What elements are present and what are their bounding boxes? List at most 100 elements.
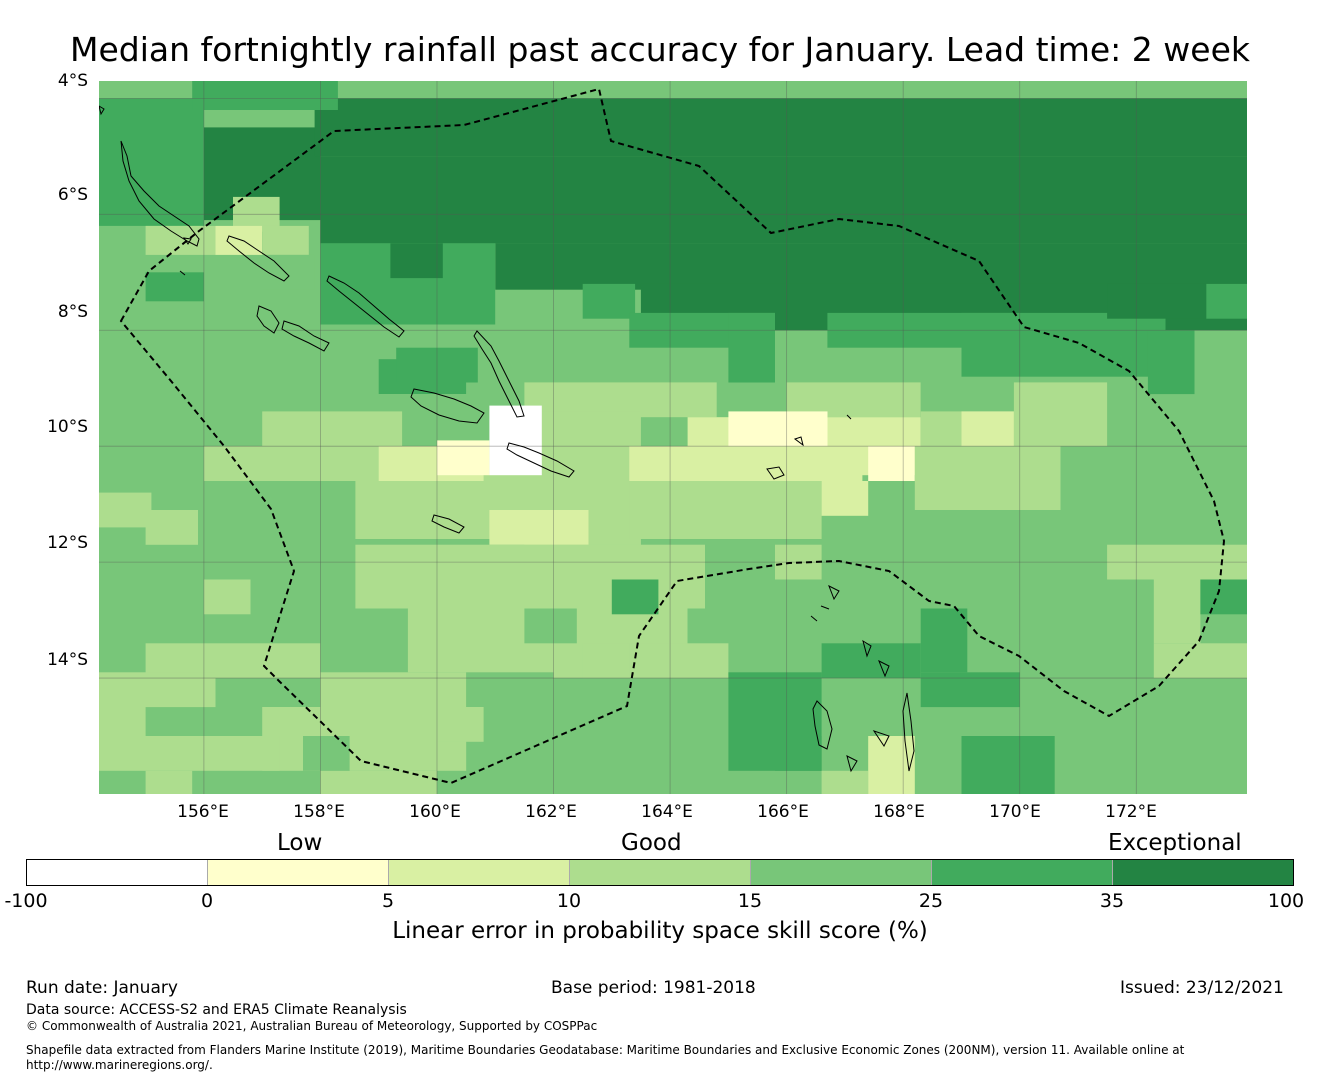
lon-label-156e: 156°E	[177, 802, 229, 822]
skill-cell	[821, 643, 921, 679]
lat-label-6s: 6°S	[57, 185, 88, 205]
colorbar-tick: 15	[737, 890, 763, 912]
rennell-island	[431, 514, 465, 534]
lat-label-10s: 10°S	[47, 417, 88, 437]
lon-label-162e: 162°E	[525, 802, 577, 822]
skill-cell	[99, 98, 204, 226]
colorbar-tick: 5	[381, 890, 395, 912]
skill-cell	[396, 347, 478, 383]
skill-cell	[262, 254, 315, 290]
skill-cell	[1013, 382, 1108, 447]
skill-cell	[961, 736, 1055, 794]
skill-cell	[629, 481, 822, 539]
lat-label-8s: 8°S	[57, 302, 88, 322]
skill-cell	[920, 672, 1020, 708]
skill-map-canvas	[99, 81, 1247, 794]
skill-cell	[582, 283, 636, 319]
skill-cell	[1107, 283, 1207, 319]
skill-cell	[1200, 579, 1247, 615]
issued-date: Issued: 23/12/2021	[1120, 978, 1284, 998]
skill-cell	[303, 736, 350, 771]
skill-cell	[1147, 330, 1195, 395]
vanuatu-central-islands	[846, 639, 915, 773]
skill-cell	[1153, 579, 1201, 644]
bougainville-island	[120, 140, 200, 247]
skill-cell	[390, 243, 443, 279]
skill-cell	[524, 608, 577, 644]
santa-cruz-islands	[766, 414, 852, 480]
colorbar-segment	[751, 860, 932, 885]
skill-cell	[437, 707, 484, 742]
colorbar-tick: 0	[200, 890, 214, 912]
copyright: © Commonwealth of Australia 2021, Austra…	[26, 1019, 598, 1033]
lon-label-160e: 160°E	[409, 802, 461, 822]
skill-cell	[145, 770, 193, 794]
makira-island	[506, 442, 575, 478]
skill-cell	[99, 492, 152, 528]
graticule	[99, 81, 1247, 794]
skill-cell	[961, 411, 1014, 447]
skill-cell	[489, 510, 589, 545]
skill-cell	[728, 411, 828, 447]
shapefile-credit: Shapefile data extracted from Flanders M…	[26, 1043, 1185, 1057]
skill-cell	[145, 510, 198, 545]
colorbar-title: Linear error in probability space skill …	[392, 918, 928, 944]
choiseul-island	[226, 235, 290, 282]
skill-cell	[961, 312, 1166, 377]
skill-cell	[821, 481, 869, 516]
colorbar	[26, 859, 1294, 886]
colorbar-segment	[208, 860, 389, 885]
torres-banks-islands	[810, 584, 840, 622]
skill-cell	[629, 446, 863, 481]
skill-cell	[262, 707, 467, 771]
lat-label-4s: 4°S	[57, 71, 88, 91]
skill-cell	[320, 672, 467, 708]
new-georgia-islands	[256, 305, 330, 352]
skill-cell	[868, 736, 915, 794]
colorbar-segment	[27, 860, 208, 885]
skill-cell	[215, 225, 263, 255]
skill-cell	[192, 81, 338, 110]
map-title: Median fortnightly rainfall past accurac…	[70, 30, 1250, 69]
lat-label-14s: 14°S	[47, 650, 88, 670]
colorbar-tick: -100	[4, 890, 48, 912]
skill-cell	[262, 225, 309, 255]
espiritu-santo-island	[812, 700, 833, 750]
skill-cell	[1153, 643, 1247, 679]
category-exceptional: Exceptional	[1108, 830, 1242, 856]
skill-cell	[489, 405, 542, 476]
skill-cell	[99, 736, 280, 771]
skill-cell	[821, 770, 869, 794]
colorbar-tick: 35	[1099, 890, 1125, 912]
marineregions-link[interactable]: http://www.marineregions.org/.	[26, 1058, 213, 1072]
skill-cell	[145, 272, 204, 302]
lat-label-12s: 12°S	[47, 533, 88, 553]
lon-label-172e: 172°E	[1105, 802, 1157, 822]
santa-isabel-island	[326, 275, 405, 338]
malaita-island	[473, 330, 525, 418]
skill-cell	[728, 312, 775, 383]
skill-cell	[437, 440, 490, 476]
skill-cell	[582, 643, 630, 679]
skill-cells	[99, 81, 1247, 794]
skill-map	[99, 81, 1247, 794]
colorbar-tick: 100	[1267, 890, 1305, 912]
category-good: Good	[621, 830, 682, 856]
colorbar-tick: 10	[556, 890, 582, 912]
skill-cell	[262, 411, 403, 447]
skill-cell	[914, 446, 1061, 510]
eez-boundary	[119, 87, 1226, 785]
lon-label-164e: 164°E	[641, 802, 693, 822]
lon-label-170e: 170°E	[989, 802, 1041, 822]
skill-cell	[629, 643, 729, 679]
colorbar-segment	[389, 860, 570, 885]
skill-cell	[99, 672, 216, 708]
skill-cell	[495, 243, 1247, 290]
skill-cell	[611, 579, 659, 615]
guadalcanal-island	[410, 388, 485, 424]
coastlines	[99, 105, 915, 773]
colorbar-segment	[932, 860, 1113, 885]
category-low: Low	[277, 830, 323, 856]
skill-cell	[920, 608, 968, 673]
skill-cell	[145, 225, 216, 255]
